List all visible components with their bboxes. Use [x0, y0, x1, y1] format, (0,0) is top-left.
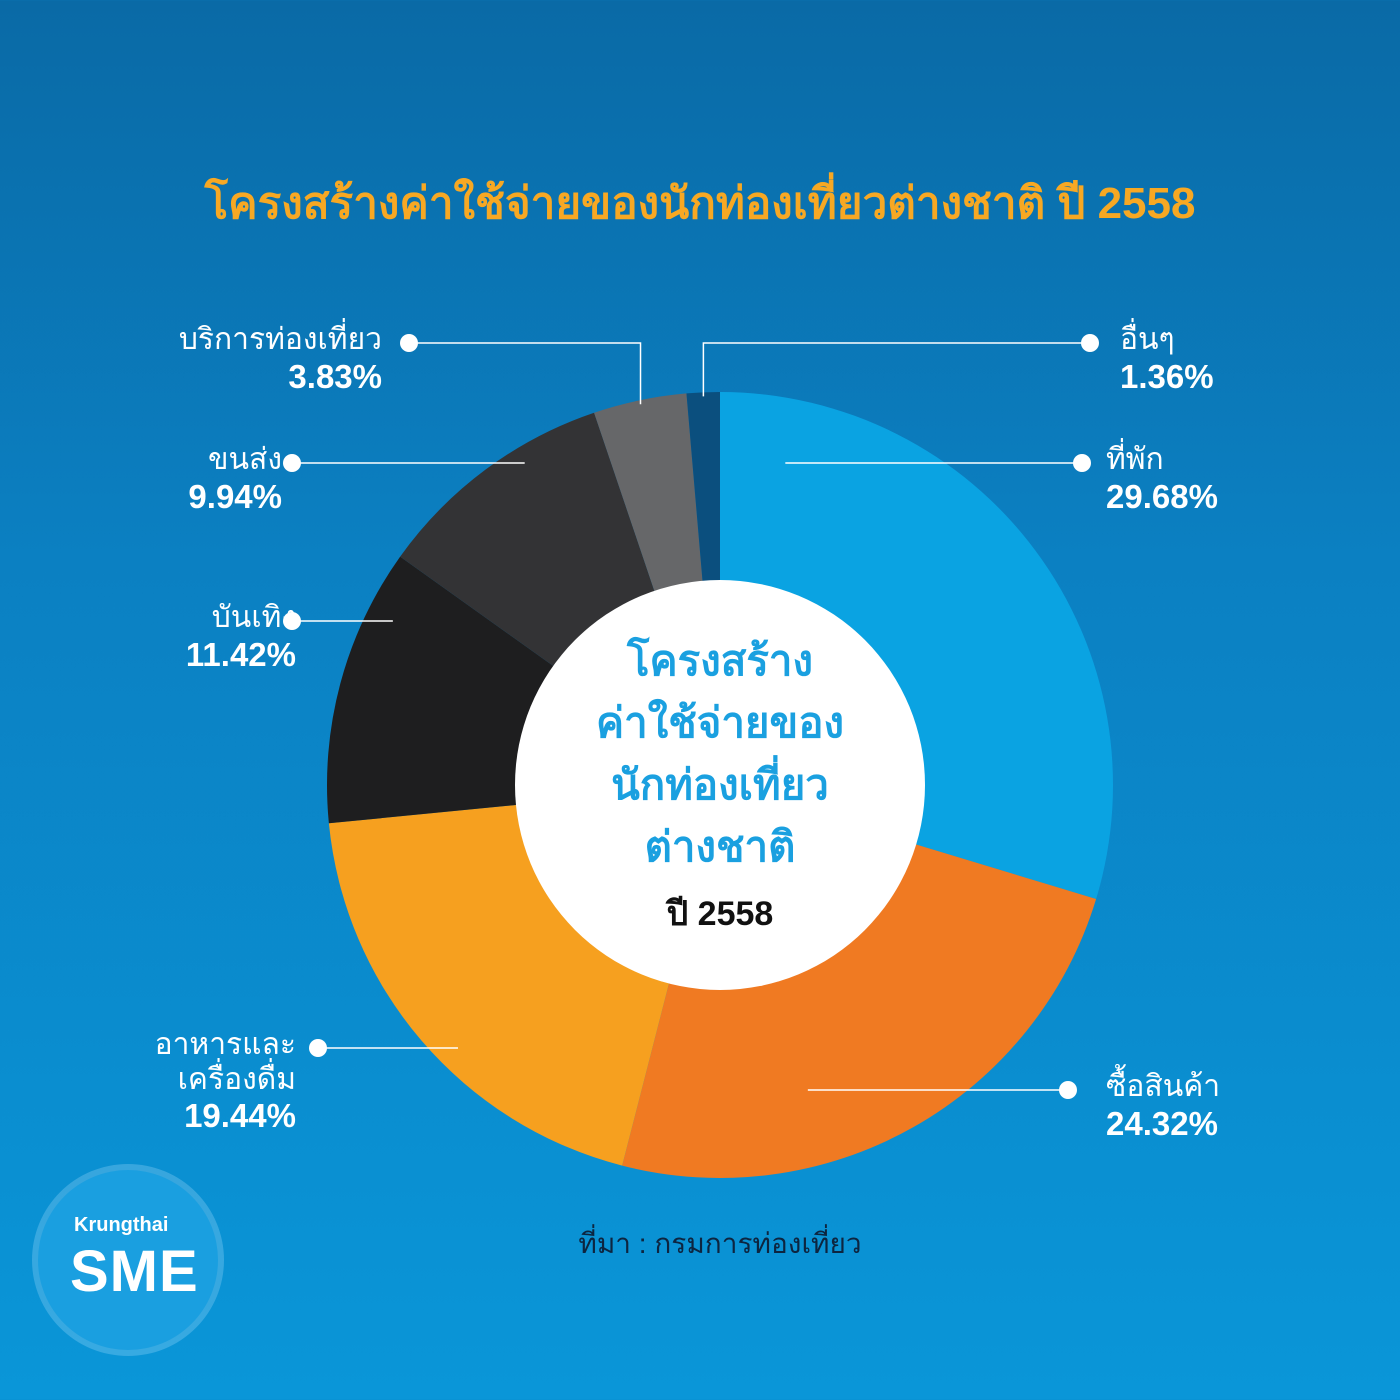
- slice-label: ซื้อสินค้า 24.32%: [1106, 1070, 1220, 1142]
- slice-label-value: 3.83%: [288, 357, 382, 395]
- slice-label-name: อาหารและ: [154, 1028, 296, 1061]
- slice-label: บันเทิง 11.42%: [186, 601, 296, 673]
- slice-label: อื่นๆ 1.36%: [1120, 323, 1214, 395]
- slice-label-name: บริการท่องเที่ยว: [178, 323, 382, 356]
- label-dot: [283, 612, 301, 630]
- leader-line: [702, 342, 1090, 397]
- center-year: ปี 2558: [666, 895, 774, 933]
- slice-label-value: 29.68%: [1106, 477, 1218, 515]
- slice-label-value: 24.32%: [1106, 1104, 1218, 1142]
- krungthai-sme-logo: Krungthai SME: [38, 1170, 218, 1350]
- donut-hole: [515, 580, 925, 990]
- chart-title: โครงสร้างค่าใช้จ่ายของนักท่องเที่ยวต่างช…: [204, 179, 1196, 228]
- label-dot: [1059, 1081, 1077, 1099]
- label-dot: [283, 454, 301, 472]
- slice-label: ขนส่ง 9.94%: [188, 443, 282, 515]
- center-label: โครงสร้าง ค่าใช้จ่ายของ นักท่องเที่ยว ต่…: [520, 630, 920, 940]
- leader-line: [409, 342, 642, 405]
- slice-label-name: ซื้อสินค้า: [1106, 1070, 1221, 1103]
- source-note: ที่มา : กรมการท่องเที่ยว: [578, 1228, 862, 1259]
- center-line-2: ค่าใช้จ่ายของ: [596, 699, 844, 746]
- slice-label-value: 19.44%: [184, 1097, 296, 1134]
- slice-label-value: 1.36%: [1120, 357, 1214, 395]
- center-line-3: นักท่องเที่ยว: [611, 761, 829, 808]
- slice-label-name: ขนส่ง: [208, 443, 282, 476]
- label-dot: [400, 334, 418, 352]
- slice-label: บริการท่องเที่ยว 3.83%: [179, 323, 382, 395]
- slice-label-name: บันเทิง: [211, 601, 296, 634]
- logo-brand-text: Krungthai: [74, 1214, 169, 1236]
- slice-label-name: ที่พัก: [1106, 443, 1164, 476]
- label-dot: [1081, 334, 1099, 352]
- center-line-1: โครงสร้าง: [626, 637, 813, 684]
- slice-label-name: อื่นๆ: [1120, 323, 1175, 356]
- logo-main-text: SME: [70, 1239, 199, 1304]
- label-dot: [309, 1039, 327, 1057]
- slice-label: อาหารและ เครื่องดื่ม 19.44%: [155, 1028, 296, 1135]
- center-line-4: ต่างชาติ: [644, 823, 796, 870]
- slice-label: ที่พัก 29.68%: [1106, 443, 1218, 515]
- slice-label-name: เครื่องดื่ม: [177, 1062, 296, 1096]
- slice-label-value: 9.94%: [188, 477, 282, 515]
- slice-label-value: 11.42%: [185, 635, 296, 673]
- label-dot: [1073, 454, 1091, 472]
